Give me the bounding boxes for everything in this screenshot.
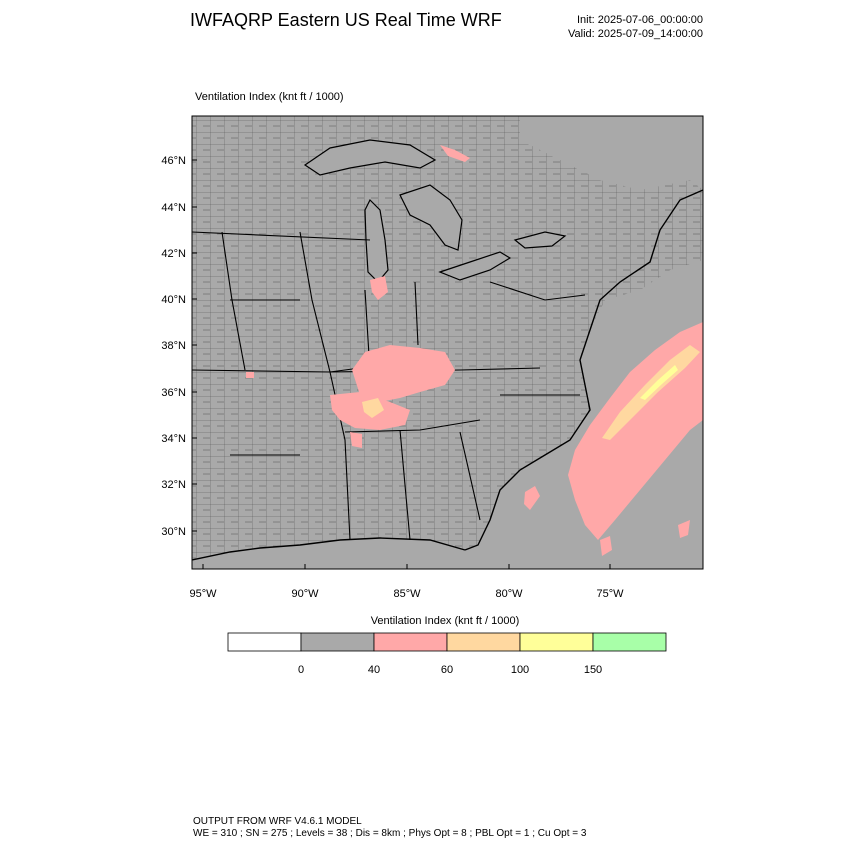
map-area [192,116,703,569]
lat-label-42: 42°N [161,248,186,260]
legend-swatch [300,632,375,652]
lake-superior [303,139,437,176]
lat-label-38: 38°N [161,340,186,352]
legend-tick-0: 0 [297,664,305,676]
lat-label-46: 46°N [161,155,186,167]
lake-ontario [513,231,567,249]
lat-label-44: 44°N [161,202,186,214]
lon-label-85: 85°W [393,588,421,600]
legend-swatch [592,632,667,652]
atlantic-coastline [464,189,703,551]
chart-title: IWFAQRP Eastern US Real Time WRF [190,10,502,30]
shade-offshore-south [524,486,540,510]
shade-alabama-north [350,432,362,448]
latitude-labels: 46°N 44°N 42°N 40°N 38°N 36°N 34°N 32°N … [161,155,186,538]
legend-swatch [373,632,448,652]
lon-label-80: 80°W [495,588,523,600]
shade-tennessee-core [362,398,384,418]
longitude-labels: 95°W 90°W 85°W 80°W 75°W [189,588,624,600]
latitude-ticks [192,159,197,532]
lon-label-95: 95°W [189,588,217,600]
shade-kentucky [352,345,455,402]
lat-label-32: 32°N [161,479,186,491]
gulf-coastline [192,537,466,561]
plot-frame [191,115,704,570]
legend-tick-40: 40 [367,664,381,676]
lat-label-30: 30°N [161,526,186,538]
ventilation-shading [246,145,703,556]
lat-label-34: 34°N [161,433,186,445]
footer-config-line: WE = 310 ; SN = 275 ; Levels = 38 ; Dis … [193,828,587,839]
lake-huron [399,184,463,251]
legend-swatch [519,632,594,652]
shade-indiana-north [370,276,388,300]
legend-title: Ventilation Index (knt ft / 1000) [370,615,520,627]
legend-tick-150: 150 [583,664,603,676]
legend-tick-60: 60 [440,664,454,676]
shade-offshore-south-3 [600,536,612,556]
valid-time: Valid: 2025-07-09_14:00:00 [568,28,703,40]
field-label: Ventilation Index (knt ft / 1000) [195,91,344,103]
lake-erie [438,251,512,281]
lat-label-36: 36°N [161,387,186,399]
land-counties [192,116,703,560]
legend-tick-100: 100 [510,664,530,676]
legend-swatch [227,632,302,652]
shade-atlantic-inner [640,365,678,400]
legend-swatch [446,632,521,652]
shade-lake-superior-east [440,145,470,162]
init-time: Init: 2025-07-06_00:00:00 [577,14,703,26]
longitude-ticks [202,564,611,569]
lon-label-75: 75°W [596,588,624,600]
shade-missouri-spot [246,372,254,378]
legend-bar [227,632,667,652]
lon-label-90: 90°W [291,588,319,600]
lat-label-40: 40°N [161,294,186,306]
shade-offshore-south-2 [678,520,690,538]
footer-model-line: OUTPUT FROM WRF V4.6.1 MODEL [193,816,362,827]
